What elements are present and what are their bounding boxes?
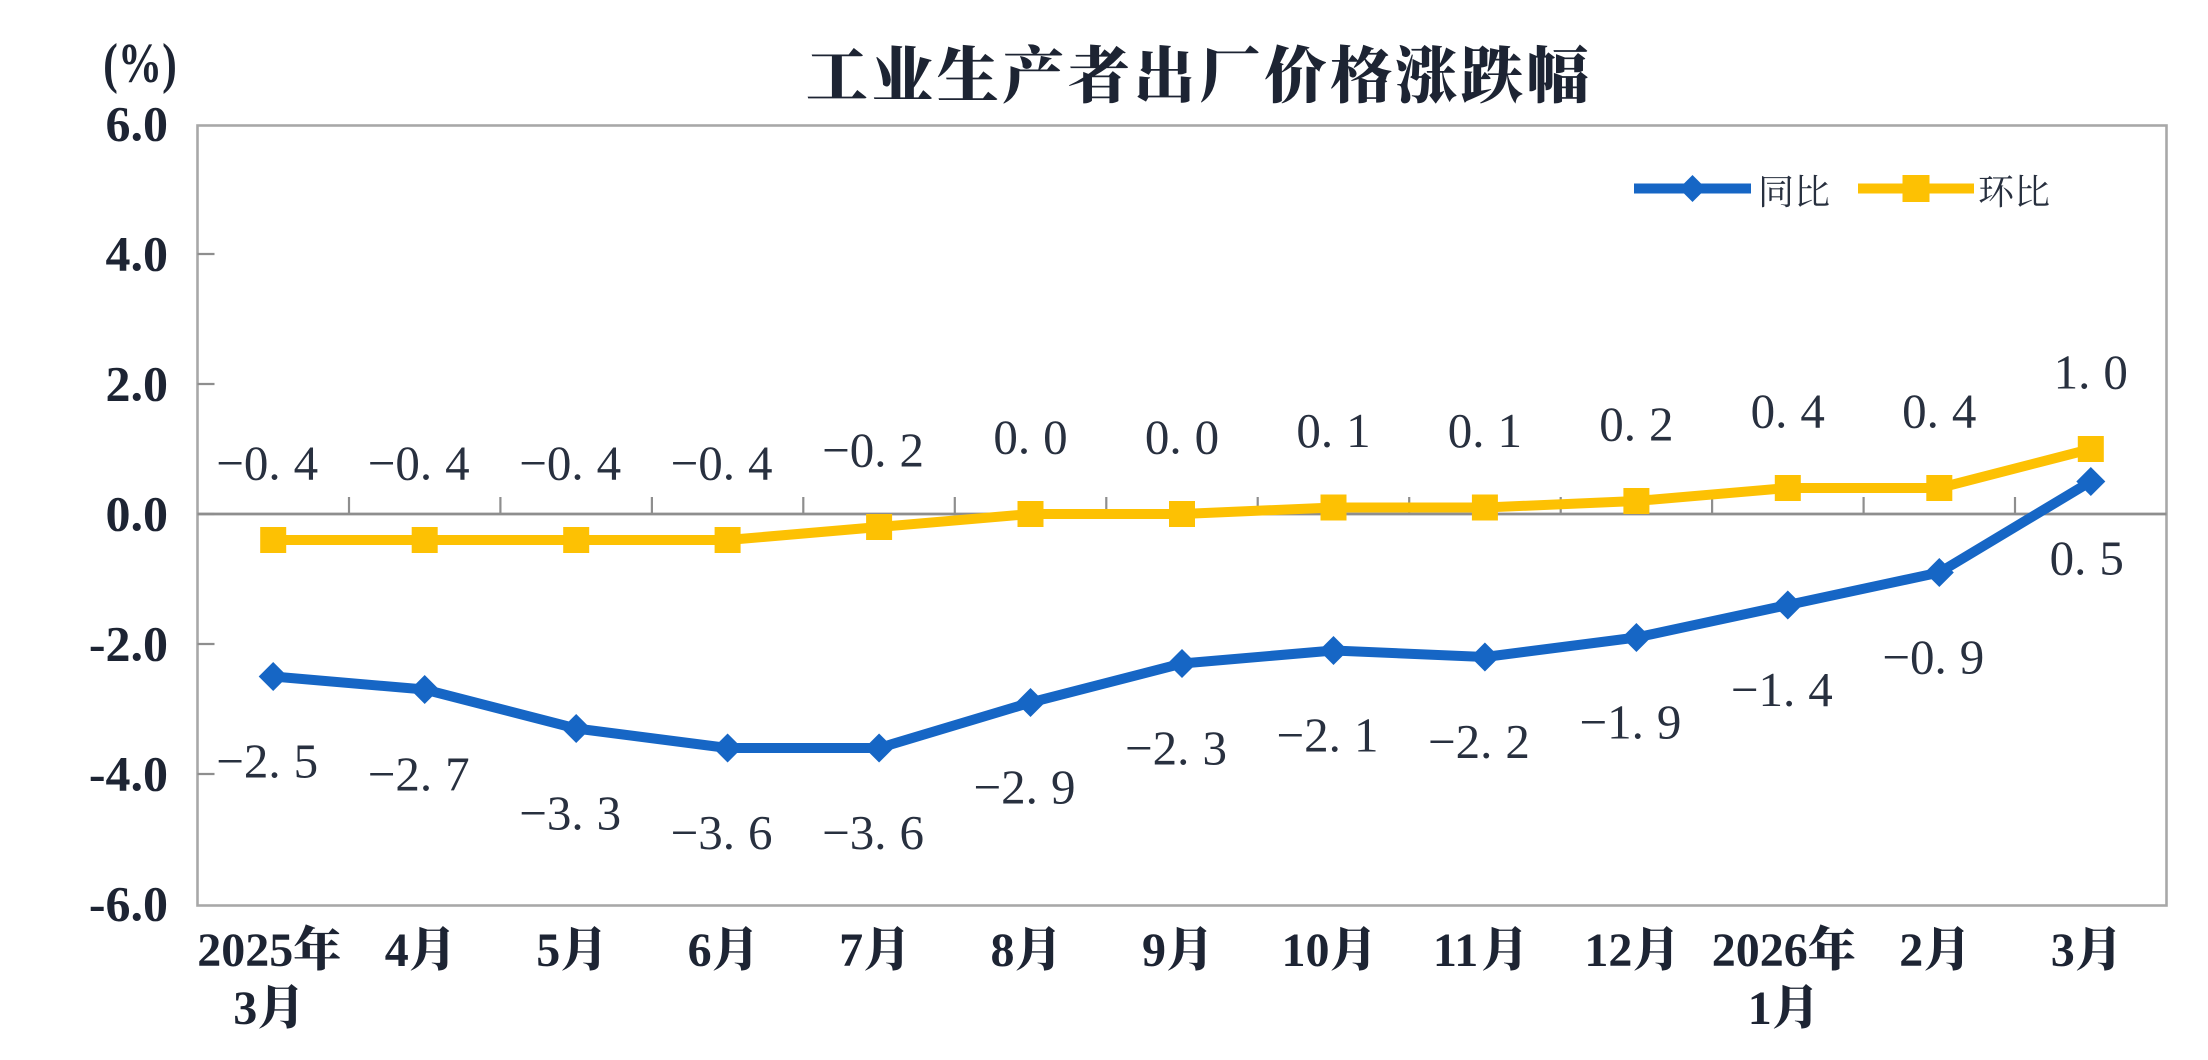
svg-text:−2.3: −2. 3: [1125, 721, 1227, 776]
svg-text:2: 2: [1899, 924, 1923, 977]
svg-text:−3.3: −3. 3: [519, 786, 621, 841]
svg-text:2.0: 2.0: [106, 356, 169, 412]
svg-text:−1.9: −1. 9: [1579, 695, 1681, 750]
svg-text:−0.9: −0. 9: [1882, 630, 1984, 685]
svg-text:−1.4: −1. 4: [1731, 662, 1833, 717]
svg-text:2026: 2026: [1712, 924, 1808, 977]
svg-text:9: 9: [1142, 924, 1166, 977]
svg-text:−3.6: −3. 6: [671, 805, 773, 860]
svg-text:3: 3: [233, 982, 257, 1035]
svg-text:-4.0: -4.0: [89, 746, 168, 802]
svg-text:−2.5: −2. 5: [216, 734, 318, 789]
svg-text:−2.2: −2. 2: [1428, 714, 1530, 769]
svg-text:−2.1: −2. 1: [1277, 708, 1379, 763]
svg-text:5: 5: [536, 924, 560, 977]
svg-text:−0.4: −0. 4: [368, 436, 470, 491]
svg-text:3: 3: [2051, 924, 2075, 977]
svg-text:6: 6: [688, 924, 712, 977]
svg-text:0.0: 0.0: [106, 486, 169, 542]
svg-text:−0.2: −0. 2: [822, 423, 924, 478]
svg-text:2025: 2025: [197, 924, 293, 977]
svg-text:−0.4: −0. 4: [216, 436, 318, 491]
svg-text:−0.4: −0. 4: [671, 436, 773, 491]
svg-text:(%): (%): [103, 32, 177, 94]
svg-text:10: 10: [1282, 924, 1330, 977]
svg-text:−2.7: −2. 7: [368, 747, 470, 802]
svg-text:11: 11: [1433, 924, 1478, 977]
svg-text:8: 8: [991, 924, 1015, 977]
svg-text:−2.9: −2. 9: [974, 760, 1076, 815]
svg-text:12: 12: [1584, 924, 1632, 977]
svg-text:7: 7: [839, 924, 863, 977]
svg-text:−0.4: −0. 4: [519, 436, 621, 491]
svg-text:4: 4: [385, 924, 409, 977]
svg-text:-6.0: -6.0: [89, 876, 168, 932]
svg-text:-2.0: -2.0: [89, 616, 168, 672]
svg-text:6.0: 6.0: [106, 96, 169, 152]
svg-text:4.0: 4.0: [106, 226, 169, 282]
svg-text:−3.6: −3. 6: [822, 805, 924, 860]
svg-text:1: 1: [1748, 982, 1772, 1035]
